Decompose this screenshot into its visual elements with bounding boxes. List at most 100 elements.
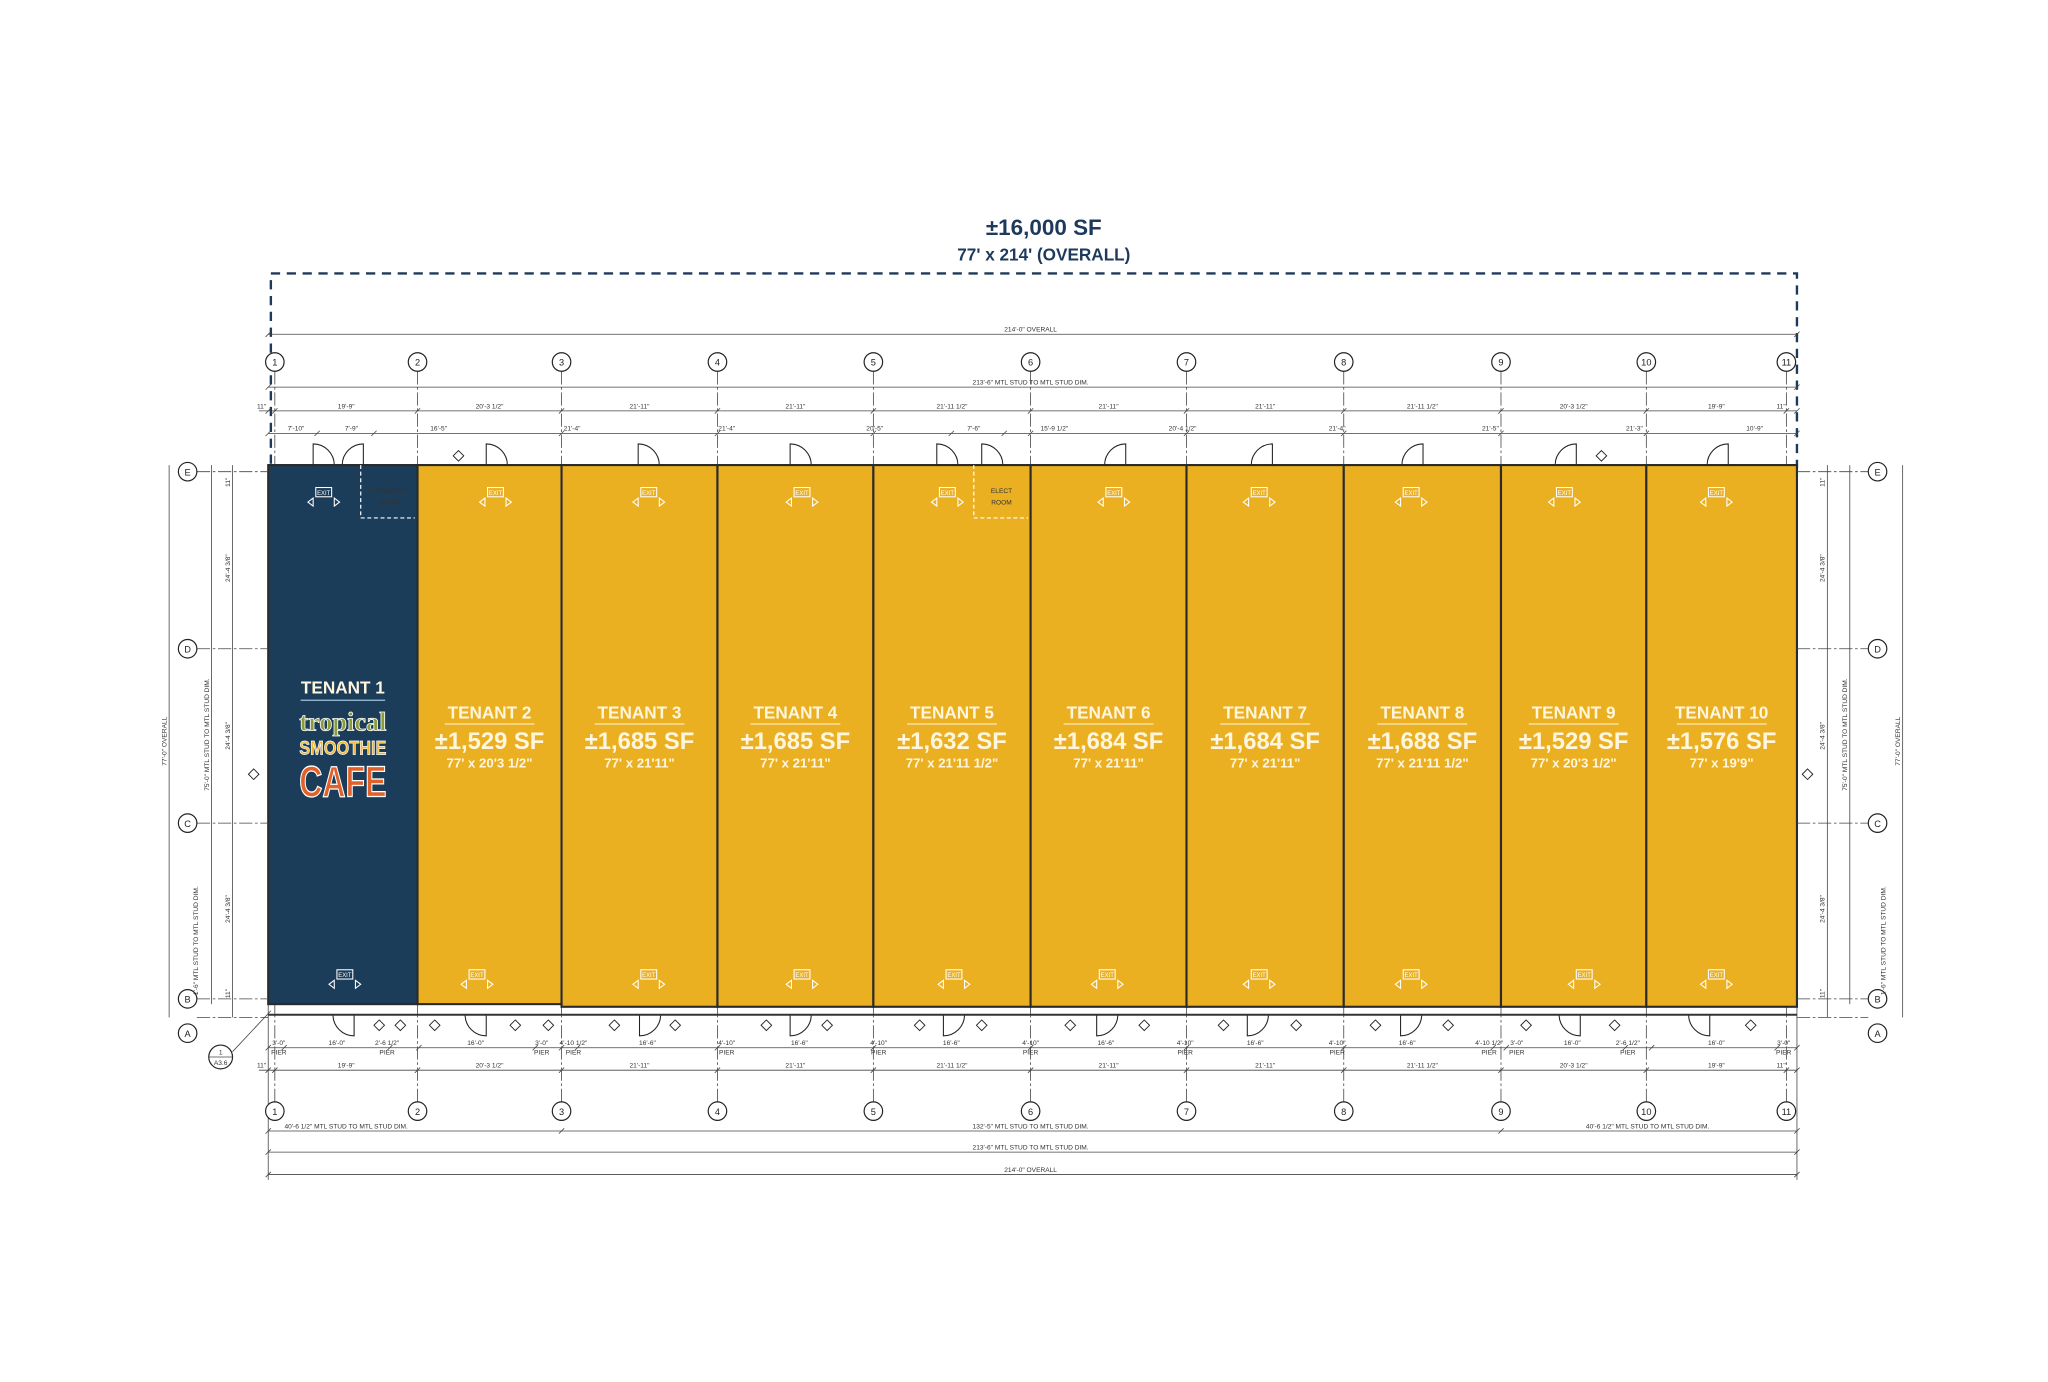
tenant-space [1645, 464, 1799, 1008]
grid-bubble-label: 10 [1641, 358, 1651, 368]
section-marker: 1 A3.6 [208, 1010, 272, 1070]
grid-column-2: 22 [407, 352, 428, 1121]
tenant-dimensions: 77' x 21'11 1/2" [1376, 756, 1469, 771]
dim-label: 21'-11" [785, 403, 806, 410]
dim-label: 40'-6 1/2" MTL STUD TO MTL STUD DIM. [1586, 1123, 1710, 1130]
tag-diamond-icon [1608, 1019, 1621, 1032]
section-leader [232, 1010, 272, 1052]
exit-label: EXIT [642, 491, 656, 497]
grid-bubble-label: 6 [1028, 1107, 1033, 1117]
tenant-name: TENANT 10 [1675, 703, 1768, 723]
exit-box [336, 969, 354, 980]
grid-bubble [407, 352, 428, 372]
pier-label: PIER [871, 1049, 887, 1056]
exit-label: EXIT [1578, 973, 1592, 979]
dim-label: 21'-4" [718, 426, 735, 433]
pier-label: PIER [1509, 1049, 1525, 1056]
door-swing-icon [1400, 1014, 1423, 1037]
door-swing-icon [1401, 443, 1424, 466]
grid-bubble-label: 4 [715, 358, 720, 368]
pier-label: PIER [1178, 1049, 1194, 1056]
grid-bubble [1491, 352, 1511, 372]
dim-label: 15'-9 1/2" [1040, 426, 1068, 433]
dim-label: 24'-4 3/8" [225, 554, 232, 582]
tag-diamond-icon [1744, 1019, 1757, 1032]
grid-bubble [1776, 352, 1797, 372]
pier-label: PIER [271, 1049, 287, 1056]
dim-label: 4'-10 1/2" [560, 1040, 588, 1047]
dim-label: 11" [1820, 477, 1827, 487]
left-side-dims: E D C B A 77'-0" OVERALL 75'-0" MTL STUD TO MT… [161, 461, 269, 1044]
section-number: 1 [219, 1049, 223, 1056]
tenant-area: ±1,576 SF [1667, 728, 1777, 755]
tag-diamond-icon [542, 1019, 555, 1032]
exit-sign-icon: EXIT [1567, 969, 1601, 990]
grid-bubble [264, 1101, 285, 1121]
pier-label: PIER [1481, 1049, 1497, 1056]
grid-bubble [264, 352, 285, 372]
tenant-name: TENANT 7 [1223, 703, 1307, 723]
grid-bubble [707, 352, 728, 372]
dim-label: 3'-0" [1510, 1040, 1524, 1047]
bottom-openings-dim: 3'-0" PIER 16'-0" 2'-6 1/2" PIER 16'-0" 3'-0" P… [265, 1040, 1800, 1056]
dim-label: 16'-6" [791, 1040, 808, 1047]
door-swing-icon [1096, 1014, 1119, 1037]
door-swing-icon [312, 443, 335, 466]
exit-arrows [937, 979, 971, 990]
exit-label: EXIT [1101, 973, 1115, 979]
tag-diamond-icon [1138, 1019, 1151, 1032]
grid-bubble-label: 3 [559, 358, 564, 368]
exit-label: EXIT [1405, 491, 1419, 497]
dim-label: 40'-6 1/2" MTL STUD TO MTL STUD DIM. [284, 1123, 408, 1130]
bottom-grid-dim: 11" 19'-9" 20'-3 1/2" 21'-11" 21'-11" 21'-11 … [257, 1063, 1800, 1074]
pier-label: PIER [719, 1049, 735, 1056]
dim-label: 21'-11 1/2" [936, 1063, 968, 1070]
grid-bubble [1333, 352, 1354, 372]
dim-tick [558, 430, 565, 437]
exit-label: EXIT [489, 491, 503, 497]
dim-label: 21'-11" [630, 1063, 651, 1070]
tag-diamond-icon [821, 1019, 834, 1032]
dim-label: 20'-3 1/2" [476, 403, 504, 410]
pier-label: PIER [379, 1049, 395, 1056]
dim-label: 132'-5" MTL STUD TO MTL STUD DIM. [973, 1123, 1089, 1130]
exit-sign-icon: EXIT [632, 487, 666, 508]
grid-bubble-label: 11 [1782, 1107, 1792, 1117]
grid-column-5: 55 [863, 352, 884, 1121]
door-swing-icon [1554, 443, 1577, 466]
dim-label: 21'-11 1/2" [1407, 1063, 1439, 1070]
exit-arrows [1242, 979, 1276, 990]
exit-arrows [1090, 979, 1124, 990]
tenant-dimensions: 77' x 20'3 1/2" [1531, 756, 1617, 771]
exit-box [793, 487, 811, 498]
dim-label: 21'-3" [1626, 426, 1643, 433]
grid-bubble [1867, 638, 1888, 659]
exit-arrows [785, 497, 819, 508]
tenant-area: ±1,529 SF [435, 728, 545, 755]
door-swing-icon [485, 443, 508, 466]
dim-tick [1001, 430, 1008, 437]
dim-label: 2'-6 1/2" [1616, 1040, 1641, 1047]
grid-bubble [177, 461, 198, 482]
tenant-name: TENANT 2 [448, 703, 532, 723]
exit-box [1402, 487, 1420, 498]
dim-label: 24'-4 3/8" [1820, 894, 1827, 922]
grid-bubble [1333, 1101, 1354, 1121]
dim-tick [1774, 1044, 1781, 1051]
grid-bubble [1867, 813, 1888, 833]
exit-sign-icon: EXIT [1097, 487, 1131, 508]
tenant-name: TENANT 6 [1067, 703, 1151, 723]
exit-arrows [632, 497, 666, 508]
exit-arrows [1242, 497, 1276, 508]
dim-label: 19'-9" [338, 1063, 355, 1070]
grid-bubble-label: 1 [272, 358, 277, 368]
dim-tick [386, 1044, 393, 1051]
grid-bubble-label: 8 [1341, 358, 1346, 368]
tag-diamond-icon [1801, 768, 1814, 781]
door-swing-icon [1104, 443, 1127, 466]
